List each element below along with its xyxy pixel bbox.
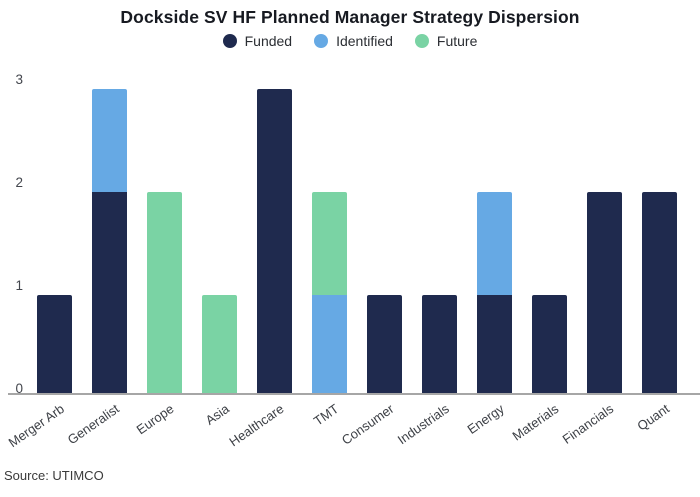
legend-item-identified[interactable]: Identified: [314, 33, 393, 49]
y-tick-label-1: 1: [15, 278, 23, 293]
x-tick-label-asia: Asia: [202, 401, 232, 428]
x-tick-label-energy: Energy: [464, 401, 507, 437]
x-tick-label-consumer: Consumer: [338, 401, 397, 448]
x-tick-label-quant: Quant: [633, 401, 672, 434]
x-axis-line: [8, 393, 700, 395]
chart-title: Dockside SV HF Planned Manager Strategy …: [120, 7, 580, 27]
y-tick-label-3: 3: [15, 72, 23, 87]
bar-tmt-identified: [312, 295, 347, 393]
x-tick-label-industrials: Industrials: [394, 401, 452, 448]
bar-europe-future: [147, 192, 182, 393]
legend-dot-funded-icon: [222, 34, 237, 48]
legend-dot-identified-icon: [314, 34, 329, 48]
legend-label: Future: [436, 33, 478, 49]
bar-asia-future: [202, 295, 237, 393]
source-note: Source: UTIMCO: [4, 468, 104, 483]
legend-label: Identified: [336, 33, 393, 49]
legend: Funded Identified Future: [0, 33, 700, 49]
bar-healthcare-funded: [257, 89, 292, 393]
bar-quant-funded: [642, 192, 677, 393]
legend-dot-future-icon: [414, 34, 429, 48]
bar-consumer-funded: [367, 295, 402, 393]
bar-industrials-funded: [422, 295, 457, 393]
bar-generalist-funded: [92, 192, 127, 393]
legend-label: Funded: [244, 33, 293, 49]
x-tick-label-materials: Materials: [509, 401, 562, 444]
legend-item-future[interactable]: Future: [414, 33, 478, 49]
bar-energy-funded: [477, 295, 512, 393]
legend-item-funded[interactable]: Funded: [222, 33, 293, 49]
bar-tmt-future: [312, 192, 347, 295]
x-tick-label-financials: Financials: [560, 401, 617, 447]
bar-financials-funded: [587, 192, 622, 393]
x-tick-label-generalist: Generalist: [64, 401, 122, 448]
x-tick-label-merger-arb: Merger Arb: [5, 401, 67, 451]
bar-materials-funded: [532, 295, 567, 393]
y-tick-label-0: 0: [15, 381, 23, 396]
y-tick-label-2: 2: [15, 175, 23, 190]
bar-merger-arb-funded: [37, 295, 72, 393]
bar-energy-identified: [477, 192, 512, 295]
x-tick-label-europe: Europe: [133, 401, 177, 438]
x-tick-label-healthcare: Healthcare: [226, 401, 287, 450]
bar-generalist-identified: [92, 89, 127, 192]
x-tick-label-tmt: TMT: [311, 401, 342, 429]
